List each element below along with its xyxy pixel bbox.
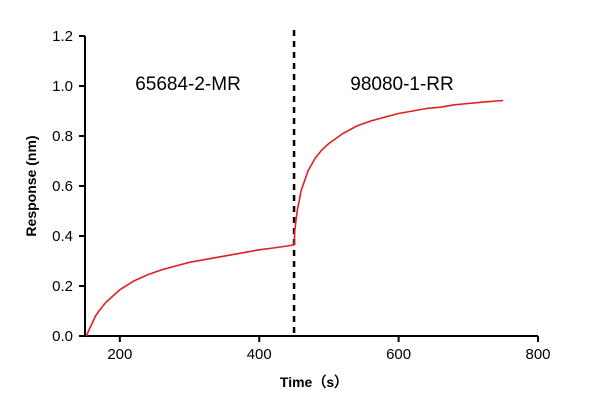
y-axis-title: Response (nm) — [23, 135, 39, 236]
y-tick-label: 0.0 — [52, 328, 73, 345]
x-tick-label: 200 — [107, 346, 132, 363]
response-curve — [85, 99, 504, 337]
y-tick-label: 1.2 — [52, 28, 73, 45]
y-tick-label: 0.8 — [52, 128, 73, 145]
x-axis-title: Time（s） — [280, 374, 348, 390]
annotation-first-antibody: 65684-2-MR — [135, 74, 241, 95]
y-tick-label: 0.6 — [52, 178, 73, 195]
y-axis-ticks: 0.0 0.2 0.4 0.6 0.8 1.0 1.2 — [52, 28, 85, 345]
x-tick-label: 800 — [525, 346, 550, 363]
x-tick-label: 400 — [247, 346, 272, 363]
x-axis-ticks: 200 400 600 800 — [107, 336, 551, 363]
y-tick-label: 0.2 — [52, 278, 73, 295]
x-tick-label: 600 — [386, 346, 411, 363]
y-tick-label: 1.0 — [52, 78, 73, 95]
y-tick-label: 0.4 — [52, 228, 73, 245]
annotation-second-antibody: 98080-1-RR — [350, 74, 454, 95]
